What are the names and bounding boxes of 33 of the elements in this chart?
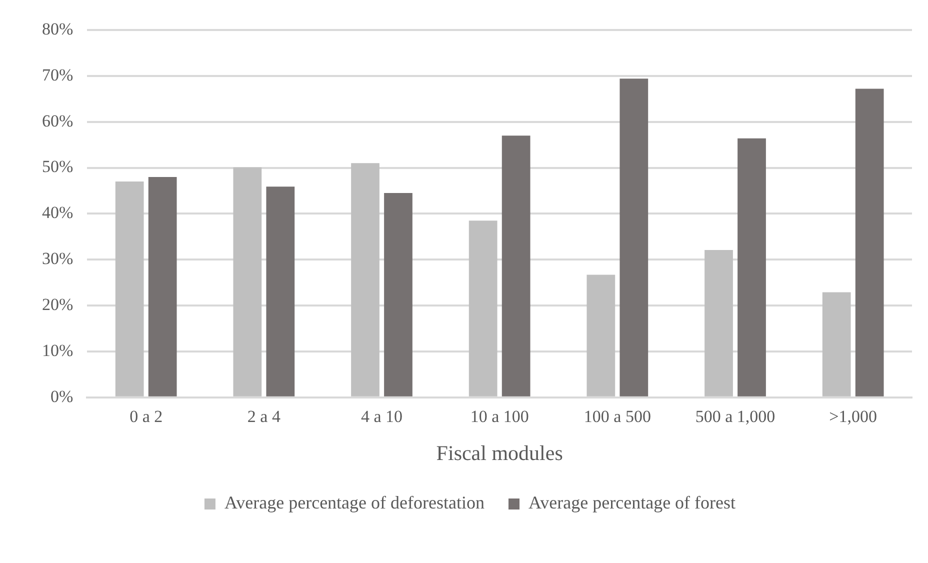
y-tick-label: 10% xyxy=(42,340,74,360)
x-tick-label: 10 a 100 xyxy=(470,407,529,426)
y-tick-label: 50% xyxy=(42,157,74,176)
x-axis-title: Fiscal modules xyxy=(436,440,563,465)
bar xyxy=(468,220,498,396)
y-tick-label: 0% xyxy=(50,386,74,406)
x-tick-label: >1,000 xyxy=(829,407,878,426)
legend-label: Average percentage of deforestation xyxy=(224,492,484,513)
bar xyxy=(738,138,766,396)
bar xyxy=(620,78,648,396)
bar xyxy=(233,167,262,396)
x-tick-label: 2 a 4 xyxy=(247,407,281,426)
y-tick-label: 70% xyxy=(42,65,74,84)
bar xyxy=(384,193,412,396)
x-tick-label: 500 a 1,000 xyxy=(695,407,776,426)
legend-label: Average percentage of forest xyxy=(528,492,736,513)
bar xyxy=(822,292,851,396)
bar xyxy=(586,274,616,396)
y-tick-label: 30% xyxy=(42,249,74,268)
y-tick-label: 60% xyxy=(42,111,74,130)
x-tick-label: 0 a 2 xyxy=(130,407,163,426)
bar xyxy=(502,136,530,396)
bar xyxy=(148,176,177,396)
bar xyxy=(115,182,144,396)
bar xyxy=(855,88,884,396)
x-tick-label: 4 a 10 xyxy=(360,407,403,426)
bar xyxy=(704,250,733,396)
y-tick-label: 40% xyxy=(42,203,74,222)
bar xyxy=(266,186,295,396)
y-tick-label: 80% xyxy=(42,19,74,38)
x-tick-label: 100 a 500 xyxy=(584,407,651,426)
y-tick-label: 20% xyxy=(42,295,74,314)
bar xyxy=(351,163,380,396)
